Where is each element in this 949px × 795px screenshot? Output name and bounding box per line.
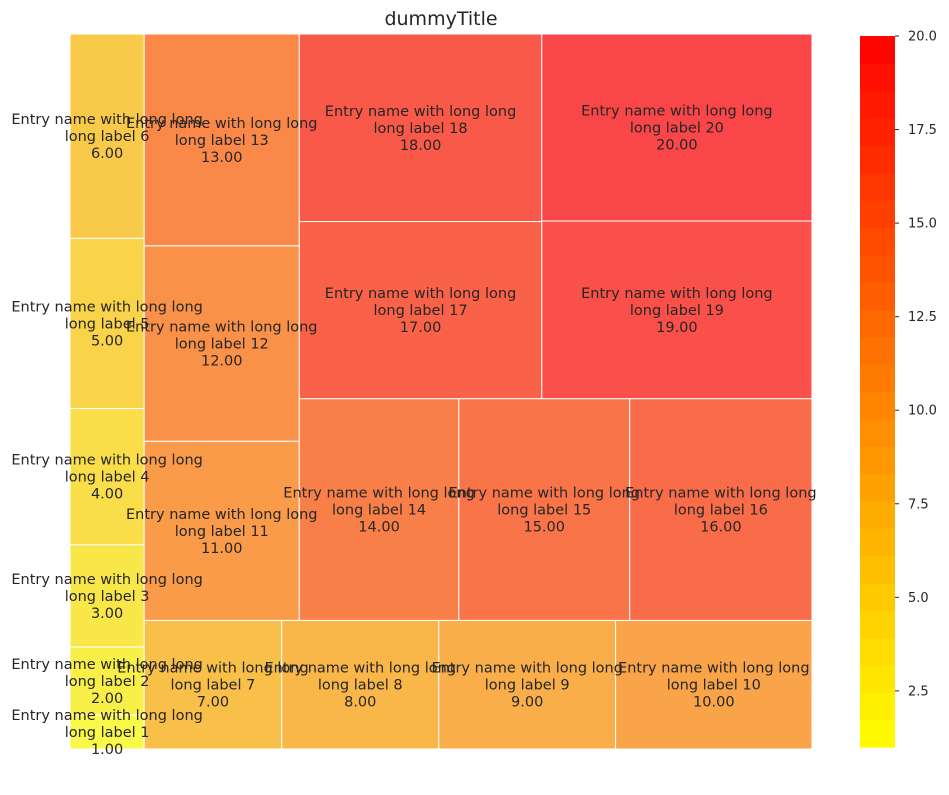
colorbar-band bbox=[860, 336, 895, 365]
colorbar-tick-label: 20.0 bbox=[908, 30, 937, 45]
colorbar-band bbox=[860, 582, 895, 611]
treemap-tile bbox=[298, 221, 543, 400]
treemap-tile bbox=[629, 398, 813, 621]
colorbar-band bbox=[860, 172, 895, 201]
colorbar-band bbox=[860, 227, 895, 256]
colorbar-tick-label: 12.5 bbox=[908, 310, 937, 325]
tile-label: Entry name with long long long label 17 17… bbox=[325, 286, 517, 336]
colorbar-band bbox=[860, 692, 895, 721]
treemap-tile bbox=[615, 619, 813, 750]
colorbar: 2.5 5.0 7.5 10.0 12.5 15.0 17.5 20.0 bbox=[860, 30, 937, 748]
tile-label: Entry name with long long long label 2 2.0… bbox=[11, 657, 203, 707]
treemap-tile bbox=[281, 619, 440, 750]
treemap-tile bbox=[541, 220, 813, 400]
treemap-tile bbox=[298, 33, 543, 223]
colorbar-band bbox=[860, 309, 895, 338]
treemap-tile bbox=[69, 33, 145, 239]
colorbar-band bbox=[860, 364, 895, 393]
tile-label: Entry name with long long long label 13 13… bbox=[126, 116, 318, 166]
treemap-tile bbox=[541, 33, 813, 222]
tile-label: Entry name with long long long label 6 6.0… bbox=[11, 112, 203, 162]
treemap-tile bbox=[143, 245, 300, 442]
tile-label: Entry name with long long long label 10 10… bbox=[618, 661, 810, 711]
tile-label: Entry name with long long long label 15 15… bbox=[449, 486, 641, 536]
tile-label: Entry name with long long long label 7 7.0… bbox=[117, 661, 309, 711]
colorbar-band bbox=[860, 500, 895, 529]
colorbar-tick-label: 15.0 bbox=[908, 217, 937, 232]
tile-label: Entry name with long long long label 4 4.0… bbox=[11, 453, 203, 503]
chart-title: dummyTitle bbox=[384, 8, 497, 30]
colorbar-band bbox=[860, 637, 895, 666]
colorbar-tick-label: 7.5 bbox=[908, 497, 929, 512]
tile-label: Entry name with long long long label 18 18… bbox=[325, 104, 517, 154]
colorbar-band bbox=[860, 664, 895, 693]
tile-label: Entry name with long long long label 1 1.0… bbox=[11, 708, 203, 758]
colorbar-band bbox=[860, 282, 895, 311]
treemap-tile bbox=[143, 33, 300, 247]
colorbar-band bbox=[860, 555, 895, 584]
colorbar-band bbox=[860, 63, 895, 92]
treemap-tile bbox=[69, 714, 145, 750]
treemap-tile bbox=[69, 408, 145, 546]
tile-label: Entry name with long long long label 16 16… bbox=[625, 486, 817, 536]
treemap-tile bbox=[458, 398, 631, 621]
colorbar-tick-label: 5.0 bbox=[908, 591, 929, 606]
treemap-tile bbox=[438, 619, 617, 750]
treemap-tile bbox=[69, 646, 145, 716]
colorbar-band bbox=[860, 528, 895, 557]
colorbar-band bbox=[860, 446, 895, 475]
treemap-tile bbox=[69, 237, 145, 410]
tile-label: Entry name with long long long label 3 3.0… bbox=[11, 572, 203, 622]
colorbar-band bbox=[860, 118, 895, 146]
colorbar-tick-label: 10.0 bbox=[908, 404, 937, 419]
colorbar-band bbox=[860, 610, 895, 639]
colorbar-band bbox=[860, 391, 895, 420]
colorbar-band bbox=[860, 90, 895, 119]
tile-label: Entry name with long long long label 8 8.0… bbox=[265, 661, 457, 711]
colorbar-band bbox=[860, 200, 895, 229]
colorbar-band bbox=[860, 719, 895, 748]
tile-label: Entry name with long long long label 9 9.0… bbox=[431, 661, 623, 711]
tile-label: Entry name with long long long label 5 5.0… bbox=[11, 299, 203, 349]
treemap-tiles bbox=[69, 33, 813, 750]
tile-label: Entry name with long long long label 14 14… bbox=[283, 486, 475, 536]
colorbar-band bbox=[860, 473, 895, 502]
colorbar-band bbox=[860, 36, 895, 64]
colorbar-band bbox=[860, 145, 895, 174]
colorbar-tick-label: 2.5 bbox=[908, 684, 929, 699]
tile-label: Entry name with long long long label 12 12… bbox=[126, 319, 318, 369]
colorbar-band bbox=[860, 254, 895, 283]
tile-label: Entry name with long long long label 19 19… bbox=[581, 286, 773, 336]
colorbar-tick-label: 17.5 bbox=[908, 123, 937, 138]
treemap-labels: Entry name with long long long label 1 1.0… bbox=[11, 103, 816, 757]
colorbar-band bbox=[860, 418, 895, 447]
tile-label: Entry name with long long long label 11 11… bbox=[126, 507, 318, 557]
tile-label: Entry name with long long long label 20 20… bbox=[581, 103, 773, 153]
treemap-tile bbox=[143, 619, 283, 750]
